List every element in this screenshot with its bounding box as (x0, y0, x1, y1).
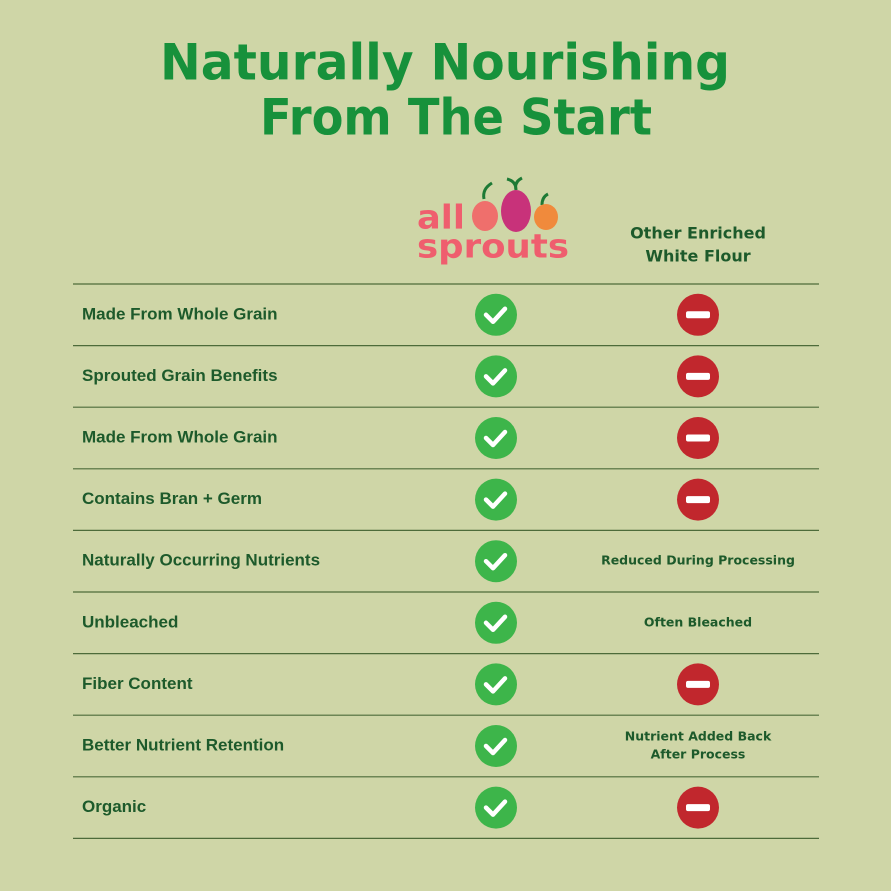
logo-face (472, 201, 498, 231)
minus-bar (686, 680, 710, 688)
logo-face (534, 204, 558, 230)
logo: all sprouts (417, 176, 569, 266)
logo-text: all (417, 198, 465, 237)
feature-label: Fiber Content (82, 674, 193, 693)
check-mark (483, 429, 508, 448)
check-mark (483, 552, 508, 571)
logo-sprout (482, 181, 493, 200)
check-icon (475, 478, 517, 521)
minus-bar (686, 311, 710, 319)
check-mark (483, 737, 508, 756)
column-header: Other Enriched (630, 224, 766, 243)
logo-sprout (506, 176, 523, 191)
other-note: Nutrient Added Back (625, 729, 772, 744)
feature-label: Better Nutrient Retention (82, 735, 284, 754)
check-mark (483, 799, 508, 817)
check-icon (475, 417, 517, 459)
other-note: Often Bleached (644, 614, 752, 629)
column-header: White Flour (645, 247, 750, 266)
other-note: Reduced During Processing (601, 553, 795, 568)
check-icon (475, 355, 517, 398)
check-mark (483, 306, 508, 325)
title-line: Naturally Nourishing (160, 34, 730, 92)
minus-bar (686, 434, 710, 442)
feature-label: Naturally Occurring Nutrients (82, 551, 320, 570)
check-icon (475, 293, 517, 336)
check-mark (483, 491, 508, 509)
title-line: From The Start (260, 89, 652, 147)
check-mark (483, 676, 508, 694)
check-icon (475, 540, 517, 583)
check-mark (483, 368, 508, 386)
feature-label: Contains Bran + Germ (82, 489, 262, 508)
logo-text: sprouts (417, 227, 569, 266)
minus-bar (686, 372, 710, 380)
check-icon (475, 601, 517, 644)
feature-label: Unbleached (82, 612, 178, 631)
check-icon (475, 725, 517, 767)
feature-label: Organic (82, 797, 146, 816)
feature-label: Sprouted Grain Benefits (82, 366, 278, 385)
minus-bar (686, 804, 710, 812)
other-note: After Process (651, 747, 746, 762)
logo-face (501, 190, 531, 232)
minus-bar (686, 496, 710, 504)
feature-label: Made From Whole Grain (82, 427, 278, 446)
check-icon (475, 786, 517, 829)
check-icon (475, 663, 517, 706)
check-mark (483, 614, 508, 633)
feature-label: Made From Whole Grain (82, 304, 278, 323)
logo-sprout (540, 192, 549, 206)
